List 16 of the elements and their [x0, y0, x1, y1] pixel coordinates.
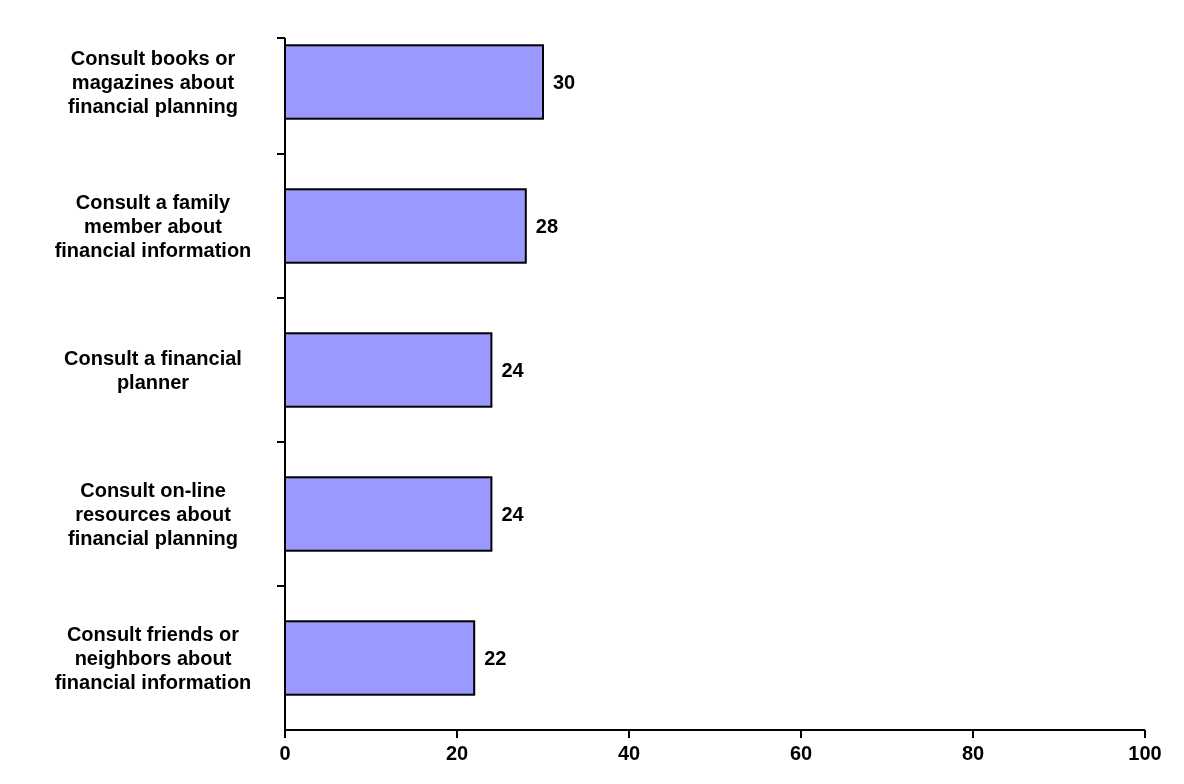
data-label: 22: [484, 647, 507, 669]
y-tick-label: Consult books or magazines about financial planning: [67, 47, 239, 117]
x-tick-label: 0: [279, 742, 291, 764]
y-tick-label: Consult on-line resources about financial planning: [67, 479, 239, 549]
data-label: 30: [553, 71, 576, 93]
x-tick-label: 100: [1128, 742, 1162, 764]
data-label: 28: [535, 215, 559, 237]
y-tick-label: Consult a financial planner: [64, 347, 242, 393]
x-tick-label: 60: [789, 742, 813, 764]
x-tick-label: 80: [961, 742, 985, 764]
data-label: 24: [501, 503, 525, 525]
x-tick-label: 40: [617, 742, 641, 764]
x-tick-label: 20: [445, 742, 469, 764]
y-tick-label: Consult friends or neighbors about financial information: [54, 623, 252, 693]
data-label: 24: [501, 359, 525, 381]
y-tick-label: Consult a family member about financial information: [54, 191, 252, 261]
